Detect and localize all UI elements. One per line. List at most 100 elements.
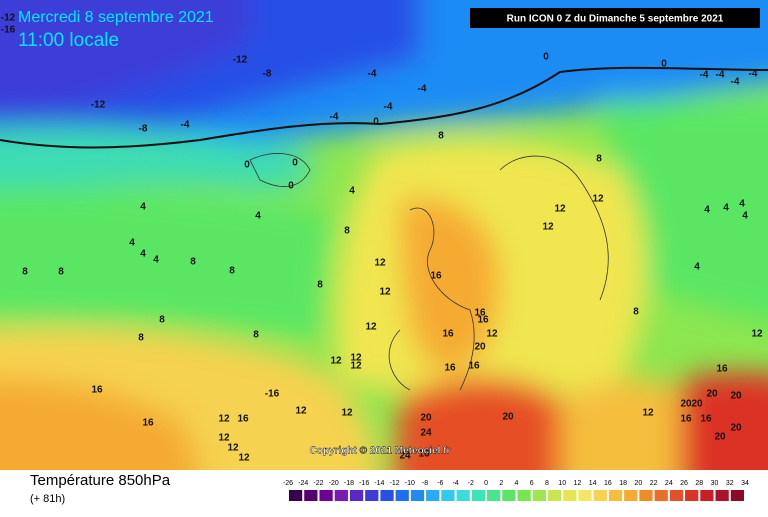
contour-label: 0 <box>288 181 294 192</box>
copyright: Copyright © 2021 Meteociel.fr <box>310 446 451 457</box>
contour-label: 12 <box>218 414 230 425</box>
colorbar-tick-label: 28 <box>695 480 703 487</box>
colorbar-tick-label: 16 <box>604 480 612 487</box>
contour-label: 8 <box>596 154 602 165</box>
colorbar-tick-label: -26 <box>283 480 293 487</box>
run-info: Run ICON 0 Z du Dimanche 5 septembre 202… <box>507 14 724 25</box>
colorbar-tick-label: 22 <box>650 480 658 487</box>
contour-label: 20 <box>730 391 742 402</box>
colorbar-tick-label: 12 <box>574 480 582 487</box>
colorbar-swatch <box>685 490 699 501</box>
colorbar-swatch <box>517 490 531 501</box>
contour-label: 12 <box>379 287 391 298</box>
colorbar-tick-label: 8 <box>545 480 549 487</box>
contour-label: 16 <box>716 364 728 375</box>
colorbar-swatch <box>319 490 333 501</box>
contour-label: 8 <box>253 330 259 341</box>
contour-labels: -12-16-12-8 -4-4-4-4 0-12-8 -400-4 -4-4-480 0… <box>1 13 763 464</box>
colorbar-swatch <box>654 490 668 501</box>
contour-label: 8 <box>317 280 323 291</box>
colorbar-swatch <box>441 490 455 501</box>
contour-label: 16 <box>237 414 249 425</box>
contour-label: 4 <box>739 199 745 210</box>
contour-label: 4 <box>349 186 355 197</box>
contour-label: 12 <box>751 329 763 340</box>
colorbar-tick-label: -2 <box>468 480 474 487</box>
colorbar-swatch <box>410 490 425 501</box>
contour-label: 16 <box>142 418 154 429</box>
contour-label: 8 <box>438 131 444 142</box>
contour-label: 12 <box>227 443 239 454</box>
contour-label: 16 <box>91 385 103 396</box>
field-title: Température 850hPa <box>30 472 171 489</box>
contour-label: 0 <box>543 52 549 63</box>
colorbar-tick-label: -10 <box>405 480 415 487</box>
colorbar-tick-label: 0 <box>484 480 488 487</box>
contour-label: 4 <box>255 211 261 222</box>
contour-label: 0 <box>292 158 298 169</box>
contour-label: 4 <box>723 203 729 214</box>
contour-label: -4 <box>368 69 377 80</box>
contour-label: 12 <box>486 329 498 340</box>
colorbar-swatch <box>471 490 486 501</box>
colorbar-tick-label: 18 <box>619 480 627 487</box>
contour-label: -8 <box>263 69 272 80</box>
contour-label: -4 <box>330 112 339 123</box>
colorbar-tick-label: 2 <box>499 480 503 487</box>
colorbar-swatch <box>624 490 638 501</box>
colorbar-swatch <box>426 490 440 501</box>
colorbar-swatch <box>547 490 562 501</box>
contour-label: 0 <box>661 59 667 70</box>
colorbar-tick-label: -16 <box>359 480 369 487</box>
contour-label: 20 <box>714 432 726 443</box>
contour-label: 20 <box>502 412 514 423</box>
colorbar-tick-label: 32 <box>726 480 734 487</box>
contour-label: -4 <box>418 84 427 95</box>
colorbar-swatch <box>380 490 394 501</box>
contour-label: 4 <box>140 202 146 213</box>
colorbar-tick-label: -6 <box>437 480 443 487</box>
contour-label: -4 <box>181 120 190 131</box>
colorbar-swatch <box>365 490 379 501</box>
contour-label: 12 <box>374 258 386 269</box>
colorbar-swatch <box>715 490 729 501</box>
contour-label: 8 <box>159 315 165 326</box>
contour-label: 12 <box>295 406 307 417</box>
contour-label: -8 <box>139 124 148 135</box>
colorbar-tick-label: -8 <box>422 480 428 487</box>
contour-label: 12 <box>218 433 230 444</box>
colorbar-swatch <box>304 490 318 501</box>
contour-label: 12 <box>330 356 342 367</box>
colorbar-swatch <box>289 490 303 501</box>
contour-label: 12 <box>238 453 250 464</box>
contour-label: 4 <box>742 211 748 222</box>
contour-label: 16 <box>418 449 430 460</box>
contour-label: -4 <box>731 77 740 88</box>
contour-label: 20 <box>706 389 718 400</box>
contour-label: 16 <box>444 363 456 374</box>
colorbar-tick-label: 24 <box>665 480 673 487</box>
contour-label: 20 <box>680 399 692 410</box>
colorbar-swatch <box>349 490 364 501</box>
contour-label: 12 <box>350 361 362 372</box>
coastlines <box>249 153 609 391</box>
colorbar-tick-label: 26 <box>680 480 688 487</box>
contour-label: 16 <box>442 329 454 340</box>
contour-label: -16 <box>1 25 16 36</box>
contour-label: 12 <box>341 408 353 419</box>
contour-label: -12 <box>233 55 248 66</box>
contour-label: 12 <box>642 408 654 419</box>
contour-label: 12 <box>592 194 604 205</box>
contour-label: 20 <box>420 413 432 424</box>
contour-label: 0 <box>373 117 379 128</box>
colorbar-tick-label: -18 <box>344 480 354 487</box>
colorbar-swatch <box>578 490 592 501</box>
colorbar-swatch <box>456 490 470 501</box>
contour-label: 4 <box>704 205 710 216</box>
run-box <box>470 8 760 28</box>
contour-label: 16 <box>430 271 442 282</box>
colorbar-tick-label: -12 <box>390 480 400 487</box>
contour-label: 8 <box>138 333 144 344</box>
lead-time: (+ 81h) <box>30 493 65 505</box>
